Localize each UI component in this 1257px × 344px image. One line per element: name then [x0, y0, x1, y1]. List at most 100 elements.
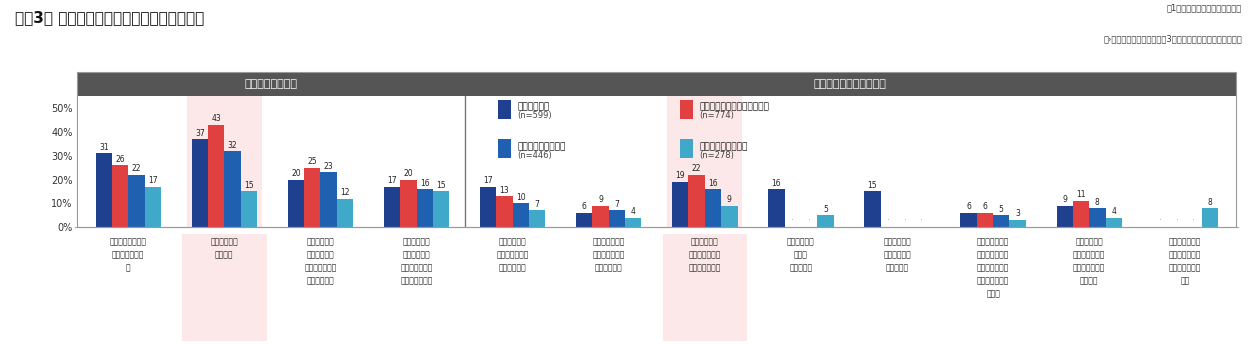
Text: 会場での参加意向: 会場での参加意向 — [244, 79, 298, 89]
Bar — [416, 189, 432, 227]
Text: 4: 4 — [1111, 207, 1116, 216]
Text: ·: · — [920, 215, 923, 225]
Bar — [1106, 217, 1123, 227]
Bar — [187, 96, 261, 227]
Text: 自分の好きな: 自分の好きな — [884, 237, 911, 246]
Text: 特別エリアで: 特別エリアで — [210, 237, 239, 246]
Text: 来場後、選手: 来場後、選手 — [402, 237, 430, 246]
Bar — [191, 139, 207, 227]
Text: 22: 22 — [691, 164, 701, 173]
Text: 6: 6 — [967, 202, 972, 211]
Text: (n=446): (n=446) — [517, 151, 552, 160]
Text: 13: 13 — [500, 186, 509, 195]
Text: 16: 16 — [772, 179, 782, 187]
Text: きる: きる — [1180, 277, 1190, 286]
Text: 31: 31 — [99, 143, 108, 152]
Bar — [625, 217, 641, 227]
Text: とコミュニケー: とコミュニケー — [304, 264, 337, 272]
Bar — [1057, 206, 1073, 227]
Bar — [432, 191, 449, 227]
Text: 9: 9 — [598, 195, 603, 204]
Text: 7: 7 — [534, 200, 539, 209]
Text: モデルが着用し: モデルが着用し — [1169, 237, 1202, 246]
Bar — [513, 203, 529, 227]
Text: 20: 20 — [403, 169, 414, 178]
Text: スポーツ観戦: スポーツ観戦 — [517, 103, 549, 112]
Text: 20: 20 — [292, 169, 300, 178]
Text: 解説者を選ん: 解説者を選ん — [884, 250, 911, 259]
Bar — [960, 213, 977, 227]
Text: ムやコメントを: ムやコメントを — [977, 277, 1009, 286]
Bar — [672, 182, 689, 227]
Text: 選手や出演者: 選手や出演者 — [307, 250, 334, 259]
Text: (n=278): (n=278) — [699, 151, 734, 160]
Text: 盛り上がるシー: 盛り上がるシー — [977, 237, 1009, 246]
Text: 9: 9 — [1062, 195, 1067, 204]
Bar — [1009, 220, 1026, 227]
Text: 15: 15 — [244, 181, 254, 190]
Text: (n=774): (n=774) — [699, 111, 734, 120]
Text: 選んで観られる: 選んで観られる — [689, 264, 722, 272]
Text: 23: 23 — [324, 162, 333, 171]
Bar — [400, 180, 416, 227]
Text: 12: 12 — [341, 188, 349, 197]
Bar — [207, 125, 224, 227]
Text: 継を観られる: 継を観られる — [595, 264, 622, 272]
Text: ·: · — [887, 215, 890, 225]
Text: ジを受け取れる: ジを受け取れる — [401, 277, 432, 286]
Text: 4: 4 — [631, 207, 636, 216]
Bar — [288, 180, 304, 227]
Text: で観られる: で観られる — [885, 264, 909, 272]
Bar — [128, 175, 145, 227]
Text: 自分の観たい: 自分の観たい — [691, 237, 719, 246]
Bar — [224, 151, 240, 227]
Bar — [96, 153, 112, 227]
Text: 実況・解説の: 実況・解説の — [787, 237, 815, 246]
Bar — [667, 96, 743, 227]
Text: 25: 25 — [308, 157, 317, 166]
Bar — [689, 175, 705, 227]
Text: 37: 37 — [195, 129, 205, 138]
Text: る: る — [126, 264, 131, 272]
Text: ファッションショー: ファッションショー — [699, 142, 748, 151]
Bar — [722, 206, 738, 227]
Text: 限定のグッズを: 限定のグッズを — [1073, 250, 1105, 259]
Text: オンラインでの参加意向: オンラインでの参加意向 — [815, 79, 887, 89]
Text: 観戦・鑑賞者: 観戦・鑑賞者 — [1075, 237, 1104, 246]
Text: ラインで購入で: ラインで購入で — [1169, 264, 1202, 272]
Bar — [817, 215, 833, 227]
Bar — [497, 196, 513, 227]
Text: 自分の友人・: 自分の友人・ — [499, 237, 527, 246]
Text: プレミアムグッズ: プレミアムグッズ — [109, 237, 147, 246]
Text: 15: 15 — [867, 181, 877, 190]
Bar — [321, 172, 337, 227]
Text: 17: 17 — [387, 176, 397, 185]
Text: ·: · — [1175, 215, 1179, 225]
Bar — [1090, 208, 1106, 227]
Text: 5: 5 — [823, 205, 828, 214]
Bar — [592, 206, 608, 227]
Bar — [993, 215, 1009, 227]
Text: 送れる: 送れる — [987, 290, 1001, 299]
Text: 継を観られる: 継を観られる — [499, 264, 527, 272]
Text: 5: 5 — [999, 205, 1003, 214]
Bar — [1073, 201, 1090, 227]
Text: 7: 7 — [615, 200, 620, 209]
Text: （›ファッションショーのみ3年以内に参加経験ありベース）: （›ファッションショーのみ3年以内に参加経験ありベース） — [1104, 34, 1242, 43]
Text: 。1年以内に参加経験ありベース: 。1年以内に参加経験ありベース — [1166, 3, 1242, 12]
Text: 8: 8 — [1208, 197, 1212, 207]
Text: 特別なメッセー: 特別なメッセー — [401, 264, 432, 272]
Text: などが付いてい: などが付いてい — [112, 250, 145, 259]
Text: 観られる: 観られる — [215, 250, 234, 259]
Bar — [768, 189, 784, 227]
Text: や出演者から: や出演者から — [402, 250, 430, 259]
Text: オンラインで購: オンラインで購 — [1073, 264, 1105, 272]
Text: 19: 19 — [675, 171, 685, 181]
Bar — [337, 198, 353, 227]
Text: 16: 16 — [708, 179, 718, 187]
Text: 15: 15 — [436, 181, 446, 190]
Text: 角度のカメラを: 角度のカメラを — [689, 250, 722, 259]
Bar — [529, 211, 546, 227]
Text: ·: · — [807, 215, 811, 225]
Text: 17: 17 — [148, 176, 157, 185]
